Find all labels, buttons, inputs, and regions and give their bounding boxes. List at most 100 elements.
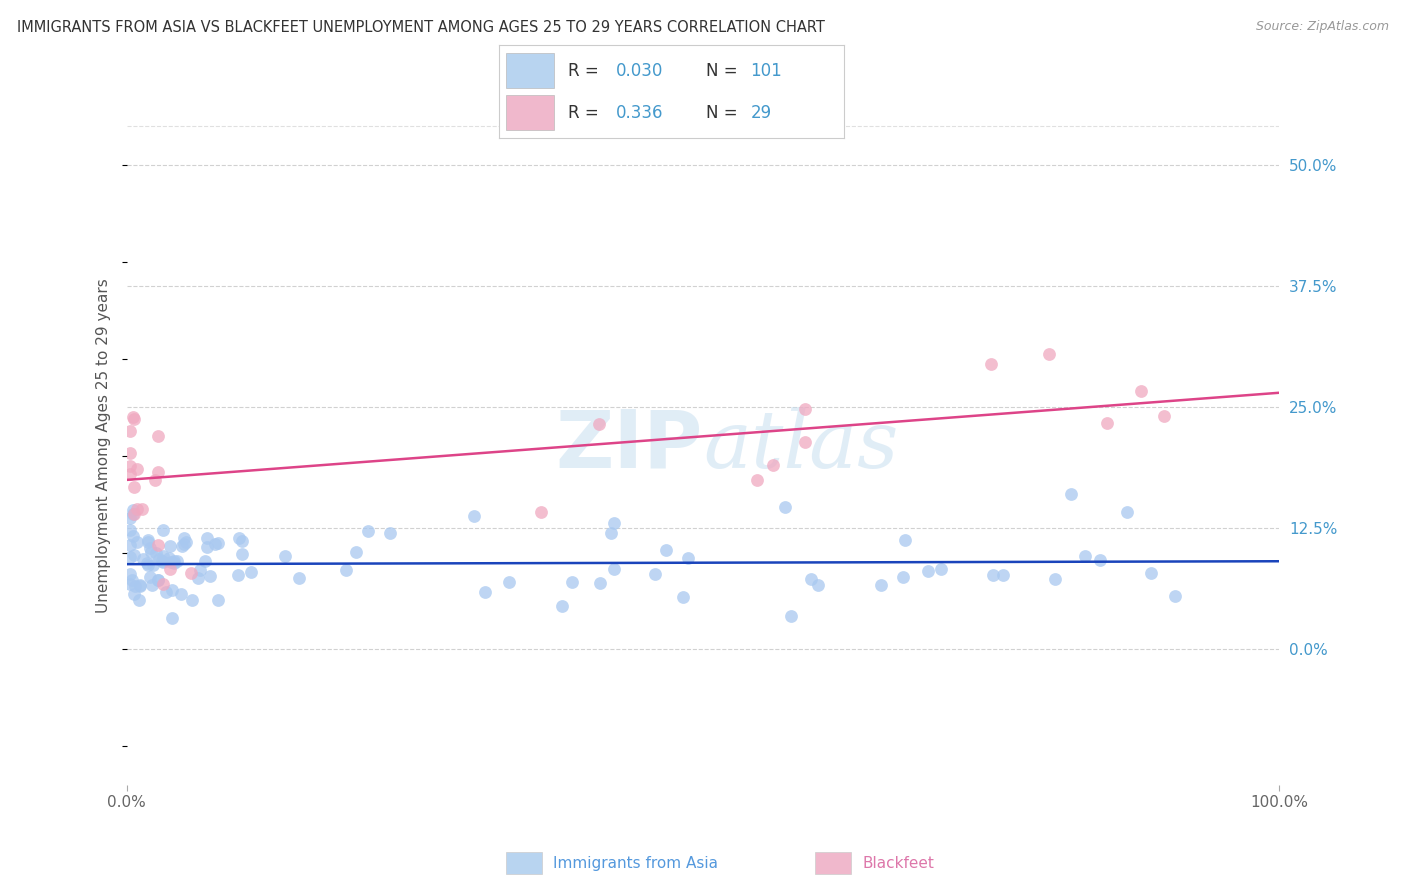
Point <box>118 511 141 525</box>
Point <box>187 571 209 585</box>
Point <box>1130 384 1153 399</box>
Point <box>152 576 174 591</box>
Point <box>599 525 621 540</box>
Point <box>125 501 148 516</box>
Point <box>231 534 253 549</box>
Point <box>180 566 202 581</box>
Point <box>163 553 186 567</box>
Point <box>146 429 169 443</box>
Point <box>174 535 197 549</box>
Point <box>124 549 146 563</box>
Point <box>122 507 145 521</box>
Point <box>335 563 357 577</box>
Point <box>775 500 797 514</box>
Point <box>794 401 817 416</box>
Text: 101: 101 <box>751 62 782 79</box>
Point <box>180 593 202 607</box>
Text: 0.336: 0.336 <box>616 104 664 122</box>
Point <box>274 549 297 564</box>
Point <box>146 538 169 552</box>
Point <box>160 611 183 625</box>
Point <box>160 583 183 598</box>
Point <box>551 599 574 614</box>
Point <box>155 584 177 599</box>
Point <box>240 566 263 580</box>
Point <box>136 533 159 548</box>
Point <box>678 550 700 565</box>
Point <box>893 533 915 547</box>
Point <box>228 531 250 545</box>
Point <box>603 516 626 531</box>
Point <box>139 541 162 555</box>
Point <box>150 554 173 568</box>
Point <box>1153 409 1175 423</box>
Point <box>122 587 145 601</box>
Point <box>780 608 803 623</box>
Text: R =: R = <box>568 104 605 122</box>
Point <box>124 579 146 593</box>
Point <box>148 465 170 479</box>
Point <box>128 592 150 607</box>
Point <box>207 592 229 607</box>
Text: R =: R = <box>568 62 605 79</box>
Point <box>118 523 141 537</box>
Point <box>561 574 583 589</box>
Point <box>231 547 253 561</box>
Text: N =: N = <box>706 104 742 122</box>
Point <box>120 577 142 591</box>
Point <box>588 417 610 432</box>
Point <box>1060 487 1083 501</box>
Point <box>131 502 153 516</box>
Point <box>980 357 1002 371</box>
Point <box>118 459 141 474</box>
Point <box>118 446 141 460</box>
Point <box>141 577 163 591</box>
Point <box>122 480 145 494</box>
Text: Immigrants from Asia: Immigrants from Asia <box>553 856 718 871</box>
Point <box>121 574 143 588</box>
Point <box>159 539 181 553</box>
Point <box>122 410 145 425</box>
Point <box>1043 573 1066 587</box>
Point <box>139 545 162 559</box>
Point <box>228 568 250 582</box>
Text: 29: 29 <box>751 104 772 122</box>
Text: N =: N = <box>706 62 742 79</box>
Point <box>193 554 215 568</box>
Point <box>173 537 195 551</box>
Point <box>157 550 180 565</box>
Point <box>188 563 211 577</box>
Point <box>1164 589 1187 603</box>
Point <box>139 570 162 584</box>
Y-axis label: Unemployment Among Ages 25 to 29 years: Unemployment Among Ages 25 to 29 years <box>96 278 111 614</box>
Point <box>166 554 188 568</box>
Point <box>917 564 939 578</box>
Point <box>498 575 520 590</box>
Point <box>357 524 380 538</box>
Bar <box>506 53 554 87</box>
Point <box>200 569 222 583</box>
Point <box>145 546 167 560</box>
Point <box>672 590 695 604</box>
Point <box>143 473 166 487</box>
Point <box>142 558 165 572</box>
Point <box>644 566 666 581</box>
Point <box>204 536 226 550</box>
Point <box>127 462 149 476</box>
Point <box>122 412 145 426</box>
Point <box>1095 416 1118 430</box>
Point <box>118 567 141 582</box>
Text: Source: ZipAtlas.com: Source: ZipAtlas.com <box>1256 20 1389 33</box>
Point <box>762 458 785 473</box>
Point <box>122 529 145 543</box>
Point <box>807 578 830 592</box>
Point <box>794 435 817 450</box>
Text: atlas: atlas <box>703 408 898 484</box>
Point <box>1074 549 1097 563</box>
Point <box>152 549 174 564</box>
Point <box>120 424 142 438</box>
Point <box>148 552 170 566</box>
Text: Blackfeet: Blackfeet <box>862 856 934 871</box>
Bar <box>506 95 554 130</box>
Point <box>870 578 893 592</box>
